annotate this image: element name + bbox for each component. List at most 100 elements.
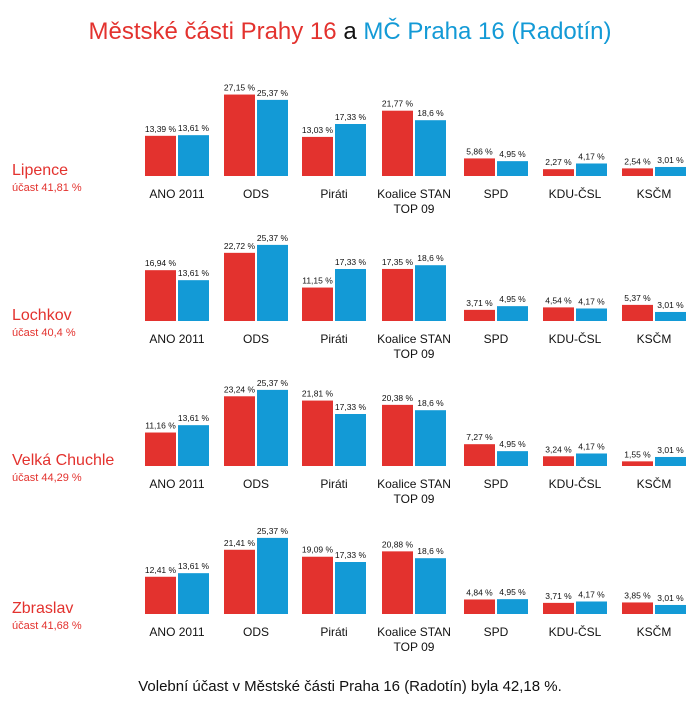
- category-label: KSČM: [637, 331, 672, 346]
- bar-district: [302, 136, 333, 176]
- district-turnout: účast 41,81 %: [12, 182, 82, 194]
- data-label: 17,33 %: [335, 112, 367, 122]
- bar-district: [382, 551, 413, 614]
- category-label: KSČM: [637, 624, 672, 639]
- data-label: 18,6 %: [417, 546, 444, 556]
- category-label: TOP 09: [394, 492, 435, 506]
- category-label: KDU-ČSL: [549, 331, 602, 346]
- data-label: 4,17 %: [578, 151, 605, 161]
- data-label: 3,24 %: [545, 444, 572, 454]
- data-label: 4,95 %: [499, 294, 526, 304]
- data-label: 3,01 %: [657, 445, 684, 455]
- data-label: 18,6 %: [417, 398, 444, 408]
- bar-radotin: [655, 311, 686, 321]
- data-label: 16,94 %: [145, 258, 177, 268]
- district-turnout: účast 41,68 %: [12, 620, 82, 632]
- category-label: ODS: [243, 477, 269, 491]
- data-label: 12,41 %: [145, 565, 177, 575]
- bar-district: [302, 287, 333, 321]
- title-district-part: Městské části Prahy 16: [88, 18, 337, 45]
- bar-radotin: [576, 601, 607, 614]
- bar-district: [622, 168, 653, 176]
- bar-district: [145, 432, 176, 466]
- bar-district: [464, 599, 495, 614]
- bar-radotin: [497, 599, 528, 614]
- bar-district: [543, 169, 574, 176]
- category-label: Piráti: [320, 477, 347, 491]
- category-label: Koalice STAN: [377, 187, 451, 201]
- category-label: Koalice STAN: [377, 625, 451, 639]
- bar-district: [622, 461, 653, 466]
- bar-district: [382, 268, 413, 321]
- data-label: 27,15 %: [224, 83, 256, 93]
- bar-radotin: [178, 573, 209, 614]
- bar-radotin: [335, 124, 366, 176]
- bar-radotin: [576, 163, 607, 176]
- bar-district: [543, 456, 574, 466]
- bar-radotin: [497, 161, 528, 176]
- bar-radotin: [497, 306, 528, 321]
- bar-radotin: [415, 120, 446, 176]
- data-label: 13,61 %: [178, 561, 210, 571]
- data-label: 2,27 %: [545, 157, 572, 167]
- bar-district: [543, 307, 574, 321]
- data-label: 22,72 %: [224, 241, 256, 251]
- data-label: 3,01 %: [657, 300, 684, 310]
- bar-radotin: [655, 456, 686, 466]
- category-label: ODS: [243, 332, 269, 346]
- district-name: Zbraslav: [12, 600, 73, 617]
- data-label: 4,84 %: [466, 587, 493, 597]
- bar-district: [302, 556, 333, 614]
- bar-radotin: [335, 562, 366, 614]
- data-label: 11,15 %: [302, 276, 333, 286]
- data-label: 18,6 %: [417, 253, 444, 263]
- bar-radotin: [178, 135, 209, 176]
- category-label: ANO 2011: [149, 332, 204, 346]
- bar-radotin: [178, 425, 209, 466]
- data-label: 17,33 %: [335, 257, 367, 267]
- data-label: 25,37 %: [257, 88, 289, 98]
- data-label: 25,37 %: [257, 378, 289, 388]
- data-label: 13,39 %: [145, 124, 177, 134]
- data-label: 3,71 %: [545, 591, 572, 601]
- category-label: KSČM: [637, 186, 672, 201]
- data-label: 4,95 %: [499, 439, 526, 449]
- data-label: 3,71 %: [466, 298, 493, 308]
- category-label: ODS: [243, 187, 269, 201]
- district-turnout: účast 40,4 %: [12, 327, 76, 339]
- bar-district: [382, 404, 413, 466]
- data-label: 5,37 %: [624, 293, 651, 303]
- category-label: SPD: [484, 477, 509, 491]
- data-label: 7,27 %: [466, 432, 493, 442]
- category-label: SPD: [484, 187, 509, 201]
- bar-district: [382, 110, 413, 176]
- bar-radotin: [335, 414, 366, 466]
- bar-district: [464, 309, 495, 321]
- data-label: 13,61 %: [178, 413, 210, 423]
- district-name: Lipence: [12, 162, 68, 179]
- data-label: 4,95 %: [499, 149, 526, 159]
- turnout-footnote: Volební účast v Městské části Praha 16 (…: [138, 678, 562, 695]
- data-label: 21,41 %: [224, 538, 256, 548]
- bar-radotin: [655, 604, 686, 614]
- bar-radotin: [655, 166, 686, 176]
- category-label: SPD: [484, 332, 509, 346]
- data-label: 4,17 %: [578, 589, 605, 599]
- bar-district: [145, 270, 176, 321]
- bar-district: [145, 135, 176, 176]
- bar-district: [302, 400, 333, 466]
- bar-district: [543, 602, 574, 614]
- category-label: KDU-ČSL: [549, 186, 602, 201]
- bar-district: [145, 576, 176, 614]
- data-label: 20,38 %: [382, 393, 414, 403]
- bar-radotin: [178, 280, 209, 321]
- data-label: 17,33 %: [335, 550, 367, 560]
- bar-radotin: [257, 244, 288, 321]
- bar-radotin: [415, 558, 446, 614]
- data-label: 19,09 %: [302, 545, 334, 555]
- category-label: TOP 09: [394, 202, 435, 216]
- bar-district: [622, 304, 653, 321]
- bar-radotin: [415, 410, 446, 466]
- category-label: ODS: [243, 625, 269, 639]
